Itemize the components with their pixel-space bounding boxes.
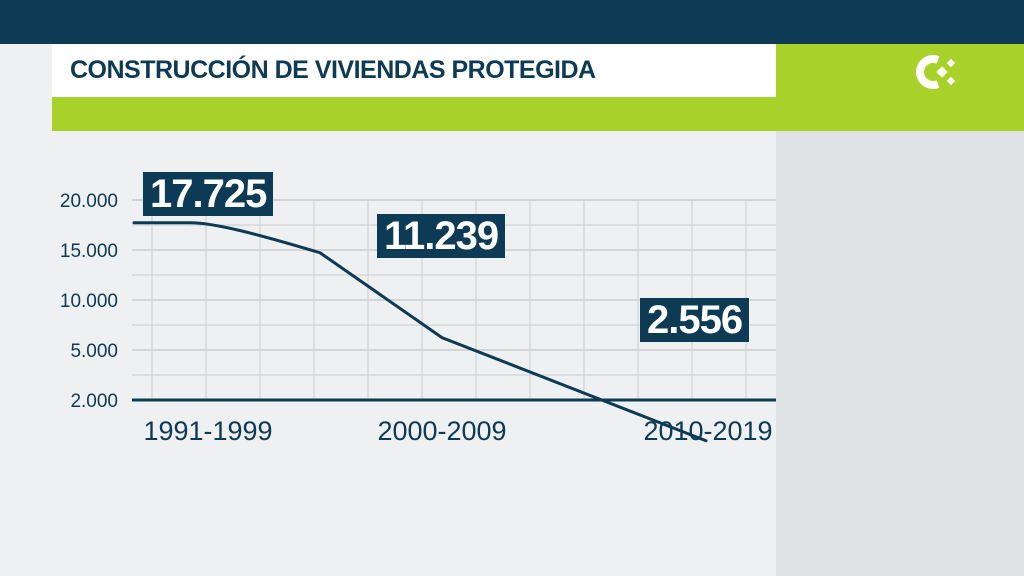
x-tick-label: 2010-2019 xyxy=(643,416,772,446)
chart-series xyxy=(132,221,708,443)
data-label: 11.239 xyxy=(377,214,506,258)
c-logo-icon xyxy=(916,55,956,89)
chart-tick-labels: 2.000 5.000 10.000 15.000 20.000 1991-1999 200… xyxy=(60,191,773,446)
x-tick-label: 1991-1999 xyxy=(143,416,272,446)
chart-grid xyxy=(132,199,776,400)
data-label: 2.556 xyxy=(640,298,750,342)
y-tick-label: 10.000 xyxy=(60,291,118,312)
page-title: CONSTRUCCIÓN DE VIVIENDAS PROTEGIDA xyxy=(70,56,596,84)
background-panel xyxy=(776,131,1024,576)
y-tick-label: 2.000 xyxy=(70,391,118,412)
y-tick-label: 20.000 xyxy=(60,191,118,212)
top-bar xyxy=(0,0,1024,44)
x-tick-label: 2000-2009 xyxy=(377,416,506,446)
y-tick-label: 15.000 xyxy=(60,241,118,262)
data-label: 17.725 xyxy=(143,172,274,216)
title-box: CONSTRUCCIÓN DE VIVIENDAS PROTEGIDA xyxy=(52,44,776,97)
y-tick-label: 5.000 xyxy=(70,341,118,362)
series-line xyxy=(132,221,708,443)
